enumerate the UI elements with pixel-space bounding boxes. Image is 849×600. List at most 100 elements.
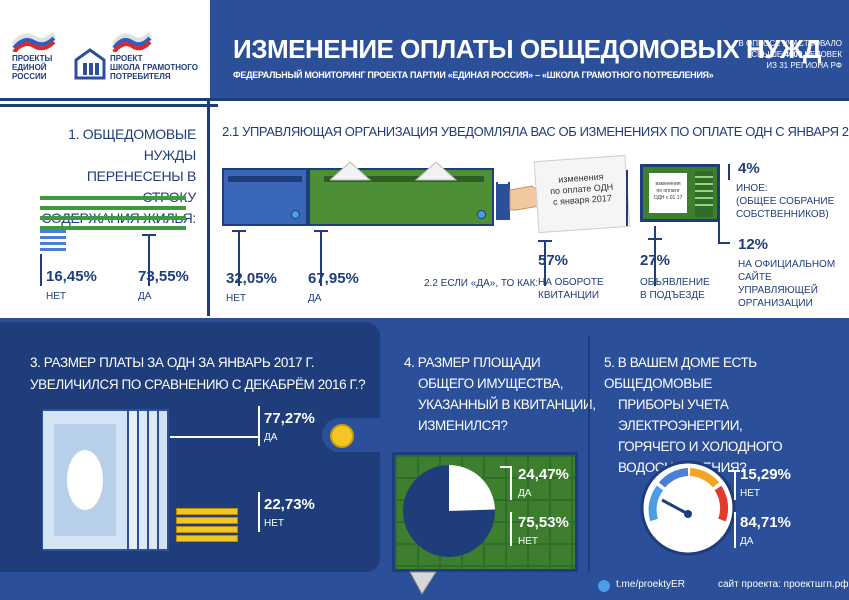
q1-title: 1. ОБЩЕДОМОВЫЕ НУЖДЫ ПЕРЕНЕСЕНЫ В СТРОКУ… [36, 124, 197, 229]
blue-stripes [40, 230, 66, 260]
q22-c-label: ИНОЕ: (ОБЩЕЕ СОБРАНИЕ СОБСТВЕННИКОВ) [736, 182, 834, 221]
q1-yes-label: ДА [138, 291, 152, 302]
survey-count: 4000 [784, 50, 803, 59]
q4-no-label: НЕТ [518, 536, 538, 547]
pie-slice-yes [449, 465, 495, 511]
survey-line3: ИЗ 31 РЕГИОНА РФ [766, 61, 842, 70]
hand-icon [496, 180, 543, 220]
survey-line1: В ОПРОСЕ УЧАСТВОВАЛО [738, 39, 842, 48]
q22-a-pct: 57% [538, 252, 569, 269]
header-left [0, 0, 210, 98]
q3-yes-pct: 77,27% [264, 410, 315, 427]
q22-d-label: НА ОФИЦИАЛЬНОМ САЙТЕ УПРАВЛЯЮЩЕЙ ОРГАНИЗ… [738, 258, 849, 310]
q22-b-line1: ОБЪЯВЛЕНИЕ [640, 277, 710, 288]
logo2-line2: ШКОЛА ГРАМОТНОГО [110, 63, 198, 72]
logo1-line2: ЕДИНОЙ [12, 63, 47, 72]
q4-yes-pct: 24,47% [518, 466, 569, 483]
q21-yes-pct: 67,95% [308, 270, 359, 287]
area-pie [403, 465, 495, 595]
board-line1: изменения [655, 181, 681, 187]
lock-icon [291, 210, 300, 219]
q5-title-line2: ПРИБОРЫ УЧЕТА ЭЛЕКТРОЭНЕРГИИ, [618, 397, 743, 433]
board-line3: ОДН с 01.17 [653, 195, 683, 201]
telegram-icon [598, 580, 610, 592]
green-stripes [40, 196, 186, 230]
pointer-line [734, 470, 736, 500]
q21-no-pct: 32,05% [226, 270, 277, 287]
q5-title-line1: 5. В ВАШЕМ ДОМЕ ЕСТЬ ОБЩЕДОМОВЫЕ [604, 355, 757, 391]
q3-title: 3. РАЗМЕР ПЛАТЫ ЗА ОДН ЗА ЯНВАРЬ 2017 Г.… [30, 352, 366, 396]
envelope-icon [330, 161, 458, 181]
q22-intro: 2.2 ЕСЛИ «ДА», ТО КАК: [424, 278, 539, 289]
q3-title-line2: УВЕЛИЧИЛСЯ ПО СРАВНЕНИЮ С ДЕКАБРЁМ 2016 … [30, 377, 366, 392]
q3-title-line1: 3. РАЗМЕР ПЛАТЫ ЗА ОДН ЗА ЯНВАРЬ 2017 Г. [30, 355, 315, 370]
pointer-line [40, 254, 42, 286]
mailbox-blue [222, 168, 308, 226]
q3-yes-label: ДА [264, 432, 278, 443]
divider [0, 104, 218, 107]
page-subtitle: ФЕДЕРАЛЬНЫЙ МОНИТОРИНГ ПРОЕКТА ПАРТИИ «Е… [233, 70, 714, 80]
flag-icon [12, 32, 56, 54]
q4-title-line2: ОБЩЕГО ИМУЩЕСТВА, [418, 376, 564, 391]
pointer-line [544, 240, 546, 286]
q4-title: 4. РАЗМЕР ПЛОЩАДИ ОБЩЕГО ИМУЩЕСТВА, УКАЗ… [404, 352, 596, 436]
telegram-link[interactable]: t.me/proektyER [616, 579, 685, 590]
flag-icon [112, 32, 152, 54]
pointer-line [238, 230, 240, 286]
q1-title-line1: 1. ОБЩЕДОМОВЫЕ НУЖДЫ [68, 126, 196, 163]
banknotes-icon [42, 409, 169, 551]
q22-a-label: НА ОБОРОТЕ КВИТАНЦИИ [538, 276, 604, 302]
logo2-line3: ПОТРЕБИТЕЛЯ [110, 72, 171, 81]
q4-title-line4: ИЗМЕНИЛСЯ? [418, 418, 508, 433]
survey-post: ЧЕЛОВЕК [802, 50, 842, 59]
survey-pre: СВЫШЕ [751, 50, 785, 59]
notice-paper: изменения по оплате ОДН с января 2017 [533, 154, 631, 234]
q1-title-line2: ПЕРЕНЕСЕНЫ В СТРОКУ [86, 168, 196, 205]
logo1-line3: РОССИИ [12, 72, 47, 81]
q5-title-line3: ГОРЯЧЕГО И ХОЛОДНОГО [618, 439, 783, 454]
q22-c-pct: 4% [738, 160, 760, 177]
q3-no-label: НЕТ [264, 518, 284, 529]
pointer-line [170, 436, 258, 438]
q5-no-label: НЕТ [740, 488, 760, 499]
q4-no-pct: 75,53% [518, 514, 569, 531]
q4-divider [588, 336, 590, 572]
q22-d-line2: САЙТЕ УПРАВЛЯЮЩЕЙ [738, 272, 818, 296]
q22-c-line2: (ОБЩЕЕ СОБРАНИЕ [736, 196, 835, 207]
building-icon [74, 48, 106, 80]
board-line2: по оплате [656, 188, 680, 194]
q22-d-line1: НА ОФИЦИАЛЬНОМ [738, 259, 836, 270]
pointer-line [510, 466, 512, 500]
pointer-line [654, 226, 656, 286]
pointer-line [718, 222, 720, 244]
logo2-line1: ПРОЕКТ [110, 54, 143, 63]
q22-a-line1: НА ОБОРОТЕ [538, 277, 604, 288]
site-link[interactable]: сайт проекта: проектшгп.рф [718, 579, 849, 590]
pointer-line [258, 492, 260, 532]
divider [0, 98, 849, 101]
q22-b-pct: 27% [640, 252, 671, 269]
q5-yes-pct: 84,71% [740, 514, 791, 531]
q22-b-label: ОБЪЯВЛЕНИЕ В ПОДЪЕЗДЕ [640, 276, 710, 302]
pointer-cap [718, 242, 730, 244]
page-title: ИЗМЕНЕНИЕ ОПЛАТЫ ОБЩЕДОМОВЫХ НУЖД [233, 34, 821, 64]
cursor-icon [409, 571, 437, 595]
logo-er-2 [112, 30, 152, 54]
pointer-line [728, 164, 730, 180]
coin-icon [330, 424, 354, 448]
q1-no-pct: 16,45% [46, 268, 97, 285]
pointer-cap [500, 466, 512, 468]
pointer-line [258, 406, 260, 446]
q22-c-line1: ИНОЕ: [736, 183, 768, 194]
lock-icon [477, 210, 486, 219]
pointer-line [510, 512, 512, 546]
q3-no-pct: 22,73% [264, 496, 315, 513]
divider [207, 101, 210, 316]
q21-no-label: НЕТ [226, 293, 246, 304]
q22-a-line2: КВИТАНЦИИ [538, 290, 600, 301]
q5-yes-label: ДА [740, 536, 754, 547]
q4-title-line3: УКАЗАННЫЙ В КВИТАНЦИИ, [418, 397, 596, 412]
q22-d-pct: 12% [738, 236, 769, 253]
gold-stack [176, 508, 238, 544]
q1-yes-pct: 73,55% [138, 268, 189, 285]
